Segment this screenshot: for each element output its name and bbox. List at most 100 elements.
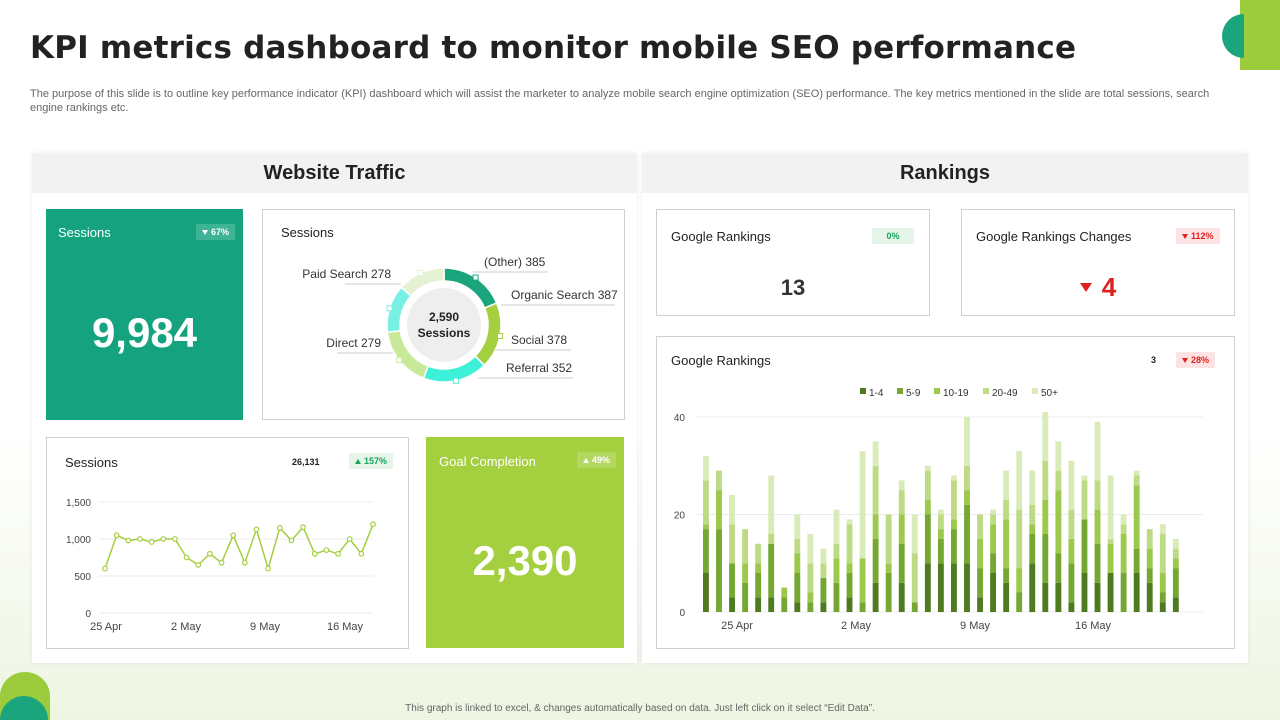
bar-segment <box>1133 475 1140 486</box>
bar-segment <box>911 553 918 603</box>
line-x-tick-label: 16 May <box>327 621 364 633</box>
bar-segment <box>742 529 749 564</box>
bar-segment <box>846 573 853 598</box>
bar-segment <box>951 475 957 481</box>
bar-segment <box>703 573 709 612</box>
bar-segment <box>859 451 866 559</box>
donut-slice-marker <box>452 377 459 384</box>
sessions-donut-label: Sessions <box>281 225 334 240</box>
line-series <box>104 523 374 572</box>
bar-segment <box>820 602 827 612</box>
bar-segment <box>1029 470 1036 505</box>
rankings-chart-badge-value: 28% <box>1191 355 1210 365</box>
bar-segment <box>872 514 879 539</box>
bar-segment <box>1042 499 1049 534</box>
bar-segment <box>1159 534 1166 573</box>
line-point <box>288 537 295 544</box>
bar-segment <box>1055 582 1062 612</box>
sessions-kpi-value: 9,984 <box>91 309 198 356</box>
bar-segment <box>820 548 827 564</box>
line-point <box>346 536 353 542</box>
down-arrow-icon <box>201 229 208 235</box>
bar-legend-swatch <box>983 388 989 394</box>
line-point <box>323 547 330 553</box>
bar-segment <box>951 519 957 530</box>
bar-segment <box>794 602 801 612</box>
google-rankings-card[interactable]: Google Rankings 0% 13 <box>656 209 930 316</box>
donut-slice-marker <box>496 333 503 340</box>
line-point <box>276 524 283 531</box>
bar-segment <box>937 529 944 539</box>
bar-legend-swatch <box>897 388 903 394</box>
bar-segment <box>768 475 775 534</box>
rankings-chart-card[interactable]: Google Rankings 3 28% 0 20 40 1-4 5-9 10-19 20… <box>656 336 1235 649</box>
goal-completion-badge-value: 49% <box>591 455 610 465</box>
bar-legend-label: 20-49 <box>992 388 1018 399</box>
bar-segment <box>1120 573 1127 612</box>
bar-segment <box>990 573 997 612</box>
sessions-kpi-badge-value: 67% <box>210 227 229 237</box>
sessions-line-card[interactable]: Sessions 26,131 157% 0 500 1,000 1,500 25 Ap… <box>46 437 409 649</box>
donut-slice-marker <box>472 274 479 281</box>
bar-segment <box>703 524 709 530</box>
bar-segment <box>716 470 722 491</box>
google-rankings-value: 13 <box>780 275 806 300</box>
line-point <box>311 550 318 557</box>
donut-slice-label: Paid Search 278 <box>302 267 391 281</box>
bar-legend-label: 5-9 <box>906 388 921 399</box>
bar-x-tick-label: 9 May <box>960 620 990 632</box>
bar-segment <box>872 582 879 612</box>
line-point <box>241 559 248 566</box>
up-arrow-icon <box>582 457 589 463</box>
line-x-tick-label: 25 Apr <box>90 621 122 633</box>
bar-segment <box>846 597 853 612</box>
bar-segment <box>1120 524 1127 534</box>
bar-segment <box>885 563 892 573</box>
donut-center-label: Sessions <box>418 326 471 340</box>
bar-segment <box>807 592 814 603</box>
bar-segment <box>1146 568 1153 583</box>
bar-segment <box>964 465 970 491</box>
bar-segment <box>1159 524 1166 534</box>
bar-segment <box>755 573 762 598</box>
bar-segment <box>729 597 735 612</box>
line-point <box>218 559 225 566</box>
goal-completion-label: Goal Completion <box>439 454 536 469</box>
bar-y-tick-label: 0 <box>679 608 685 619</box>
page-subtitle: The purpose of this slide is to outline … <box>30 88 1210 114</box>
sessions-donut-card[interactable]: Sessions (Other) 385 Organic Search 387 So… <box>262 209 625 420</box>
bar-segment <box>1120 514 1127 525</box>
bar-segment <box>990 514 997 525</box>
bar-segment <box>781 587 788 598</box>
donut-center <box>407 288 481 362</box>
line-y-tick-label: 500 <box>74 572 91 583</box>
bar-segment <box>1159 602 1166 612</box>
goal-completion-badge: 49% <box>576 452 616 468</box>
bar-segment <box>1159 592 1166 603</box>
bar-segment <box>937 563 944 612</box>
bar-segment <box>1133 485 1140 549</box>
donut-slice-marker <box>417 270 424 277</box>
bar-legend-swatch <box>860 388 866 394</box>
bar-segment <box>755 563 762 573</box>
bar-segment <box>885 573 892 612</box>
sessions-kpi-card[interactable]: Sessions 67% 9,984 <box>46 209 243 420</box>
bar-segment <box>1094 543 1101 583</box>
line-point <box>148 539 155 545</box>
line-point <box>160 536 167 542</box>
sessions-line-chart: 0 500 1,000 1,500 25 Apr 2 May 9 May 16 May <box>66 498 376 633</box>
bar-segment <box>1120 534 1127 573</box>
google-rankings-label: Google Rankings <box>671 229 771 244</box>
goal-completion-card[interactable]: Goal Completion 49% 2,390 <box>426 437 624 648</box>
line-x-tick-label: 2 May <box>171 621 201 633</box>
bar-segment <box>1029 563 1036 612</box>
bar-segment <box>1016 568 1023 593</box>
rankings-changes-card[interactable]: Google Rankings Changes 112% 4 <box>961 209 1235 316</box>
bar-segment <box>1016 451 1023 510</box>
bar-segment <box>1172 597 1179 612</box>
bar-segment <box>1146 529 1153 549</box>
rankings-bar-chart: 0 20 40 1-4 5-9 10-19 20-49 50+ 25 Apr 2 May 9 May… <box>674 388 1203 632</box>
bar-segment <box>1146 548 1153 569</box>
bar-segment <box>1042 582 1049 612</box>
bar-segment <box>977 568 983 598</box>
